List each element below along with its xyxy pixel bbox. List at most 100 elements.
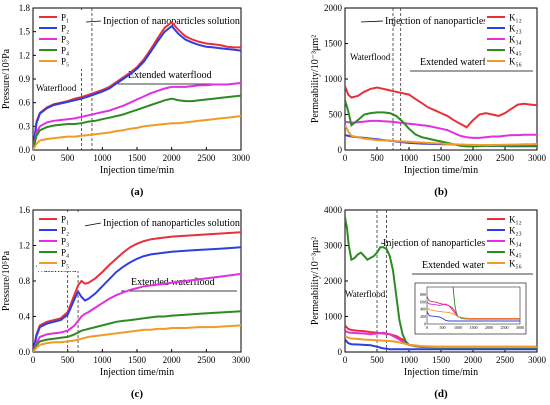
inset-x-tick-label: 1500 bbox=[470, 325, 478, 330]
inset-y-tick-label: 600 bbox=[420, 299, 426, 304]
y-tick-label: 500 bbox=[329, 110, 343, 120]
injection-arrow bbox=[380, 242, 386, 245]
series-line-5 bbox=[345, 124, 537, 146]
injection-annotation: Injection of nanoparticles solution bbox=[383, 238, 520, 249]
y-tick-label: 0.9 bbox=[19, 74, 31, 84]
inset-plot-area bbox=[426, 286, 521, 325]
injection-arrow bbox=[83, 222, 102, 227]
x-axis-label: Injection time/min bbox=[100, 165, 174, 176]
chart-panel-3: 0.0 0.4 0.8 1.2 1.6 0 500 1000 1500 2000 2500 3000 I… bbox=[1, 205, 251, 400]
x-axis-label: Injection time/min bbox=[404, 367, 478, 378]
legend-entry: K₅₆ bbox=[509, 259, 522, 269]
x-tick-label: 1000 bbox=[400, 153, 419, 163]
y-tick-label: 0.0 bbox=[19, 347, 31, 357]
x-tick-label: 2500 bbox=[496, 355, 515, 365]
y-axis-label: Pressure/10⁵Pa bbox=[1, 250, 12, 311]
x-tick-label: 3000 bbox=[232, 355, 251, 365]
series-line-2 bbox=[33, 246, 241, 352]
x-tick-label: 2000 bbox=[464, 355, 483, 365]
x-tick-label: 2500 bbox=[197, 153, 216, 163]
x-tick-label: 2000 bbox=[163, 355, 182, 365]
inset-x-tick-label: 3000 bbox=[516, 325, 524, 330]
x-tick-label: 0 bbox=[31, 355, 36, 365]
inset-y-tick-label: 400 bbox=[420, 307, 426, 312]
legend-entry: K₄₅ bbox=[509, 248, 522, 258]
extended-waterflood-annotation: Extended waterflood bbox=[420, 57, 504, 68]
series-line-3 bbox=[33, 272, 241, 352]
series-line-2 bbox=[33, 24, 241, 150]
x-tick-label: 0 bbox=[343, 355, 348, 365]
y-tick-label: 1.8 bbox=[19, 3, 31, 13]
legend-entry: K₃₄ bbox=[509, 35, 522, 45]
inset-y-tick-label: 0 bbox=[424, 322, 426, 327]
waterflood-annotation: Waterflood bbox=[350, 52, 391, 62]
x-tick-label: 1500 bbox=[432, 355, 451, 365]
x-tick-label: 2500 bbox=[496, 153, 515, 163]
series-line-5 bbox=[33, 115, 241, 150]
legend-entry: P₃ bbox=[61, 237, 69, 247]
x-tick-label: 2500 bbox=[197, 355, 216, 365]
waterflood-annotation: Waterflood bbox=[345, 289, 386, 299]
extended-waterflood-annotation: Extended waterflood bbox=[128, 70, 212, 81]
inset-y-tick-label: 800 bbox=[420, 292, 426, 297]
y-tick-label: 1000 bbox=[324, 74, 343, 84]
panel-label: (c) bbox=[131, 388, 144, 400]
series-line-3 bbox=[345, 119, 537, 139]
y-tick-label: 0 bbox=[338, 145, 343, 155]
legend-entry: K₁₂ bbox=[509, 13, 522, 23]
series-line-3 bbox=[33, 81, 241, 150]
y-tick-label: 0.4 bbox=[19, 312, 31, 322]
injection-annotation: Injection of nanoparticles solution bbox=[385, 16, 522, 27]
legend-entry: K₂₃ bbox=[509, 24, 522, 34]
y-axis-label: Pressure/10⁵Pa bbox=[1, 48, 12, 109]
series-line-4 bbox=[33, 94, 241, 150]
y-tick-label: 1000 bbox=[324, 312, 343, 322]
x-tick-label: 500 bbox=[61, 153, 75, 163]
legend-entry: K₄₅ bbox=[509, 46, 522, 56]
injection-arrow bbox=[360, 20, 384, 23]
y-tick-label: 0.8 bbox=[19, 276, 31, 286]
chart-panel-2: 0 500 1000 1500 2000 0 500 1000 1500 2000 2500 3000… bbox=[310, 3, 547, 198]
injection-annotation: Injection of nanoparticles solution bbox=[103, 218, 240, 229]
legend-entry: P₁ bbox=[61, 215, 69, 225]
legend-entry: P₅ bbox=[61, 259, 69, 269]
inset-x-tick-label: 2000 bbox=[485, 325, 493, 330]
panel-label: (d) bbox=[434, 388, 448, 400]
series-line-1 bbox=[33, 231, 241, 352]
y-tick-label: 0 bbox=[338, 347, 343, 357]
inset-frame bbox=[414, 282, 527, 335]
y-tick-label: 0.3 bbox=[19, 121, 31, 131]
series-line-4 bbox=[33, 310, 241, 352]
legend-entry: P₅ bbox=[61, 57, 69, 67]
legend-entry: P₄ bbox=[61, 46, 69, 56]
x-tick-label: 1500 bbox=[128, 355, 147, 365]
legend-entry: K₅₆ bbox=[509, 57, 522, 67]
inset-x-tick-label: 2500 bbox=[501, 325, 509, 330]
y-tick-label: 2000 bbox=[324, 276, 343, 286]
extended-waterflood-annotation: Extended waterflood bbox=[422, 260, 506, 271]
series-line-5 bbox=[33, 324, 241, 352]
x-tick-label: 500 bbox=[370, 355, 384, 365]
y-axis-label: Permeability/10⁻³μm² bbox=[310, 35, 321, 123]
x-tick-label: 3000 bbox=[528, 153, 547, 163]
y-tick-label: 1.6 bbox=[19, 205, 31, 215]
legend-entry: K₂₃ bbox=[509, 226, 522, 236]
y-tick-label: 4000 bbox=[324, 205, 343, 215]
legend-entry: P₂ bbox=[61, 24, 69, 34]
y-tick-label: 3000 bbox=[324, 241, 343, 251]
inset-series-line-2 bbox=[427, 310, 520, 322]
legend-entry: P₃ bbox=[61, 35, 69, 45]
inset-series-line-5 bbox=[427, 307, 520, 320]
legend-entry: P₁ bbox=[61, 13, 69, 23]
legend-entry: K₃₄ bbox=[509, 237, 522, 247]
series-line-2 bbox=[345, 338, 537, 351]
legend-entry: K₁₂ bbox=[509, 215, 522, 225]
series-line-1 bbox=[345, 85, 537, 129]
waterflood-annotation: Waterflood bbox=[36, 83, 77, 93]
x-axis-label: Injection time/min bbox=[404, 165, 478, 176]
x-tick-label: 3000 bbox=[232, 153, 251, 163]
